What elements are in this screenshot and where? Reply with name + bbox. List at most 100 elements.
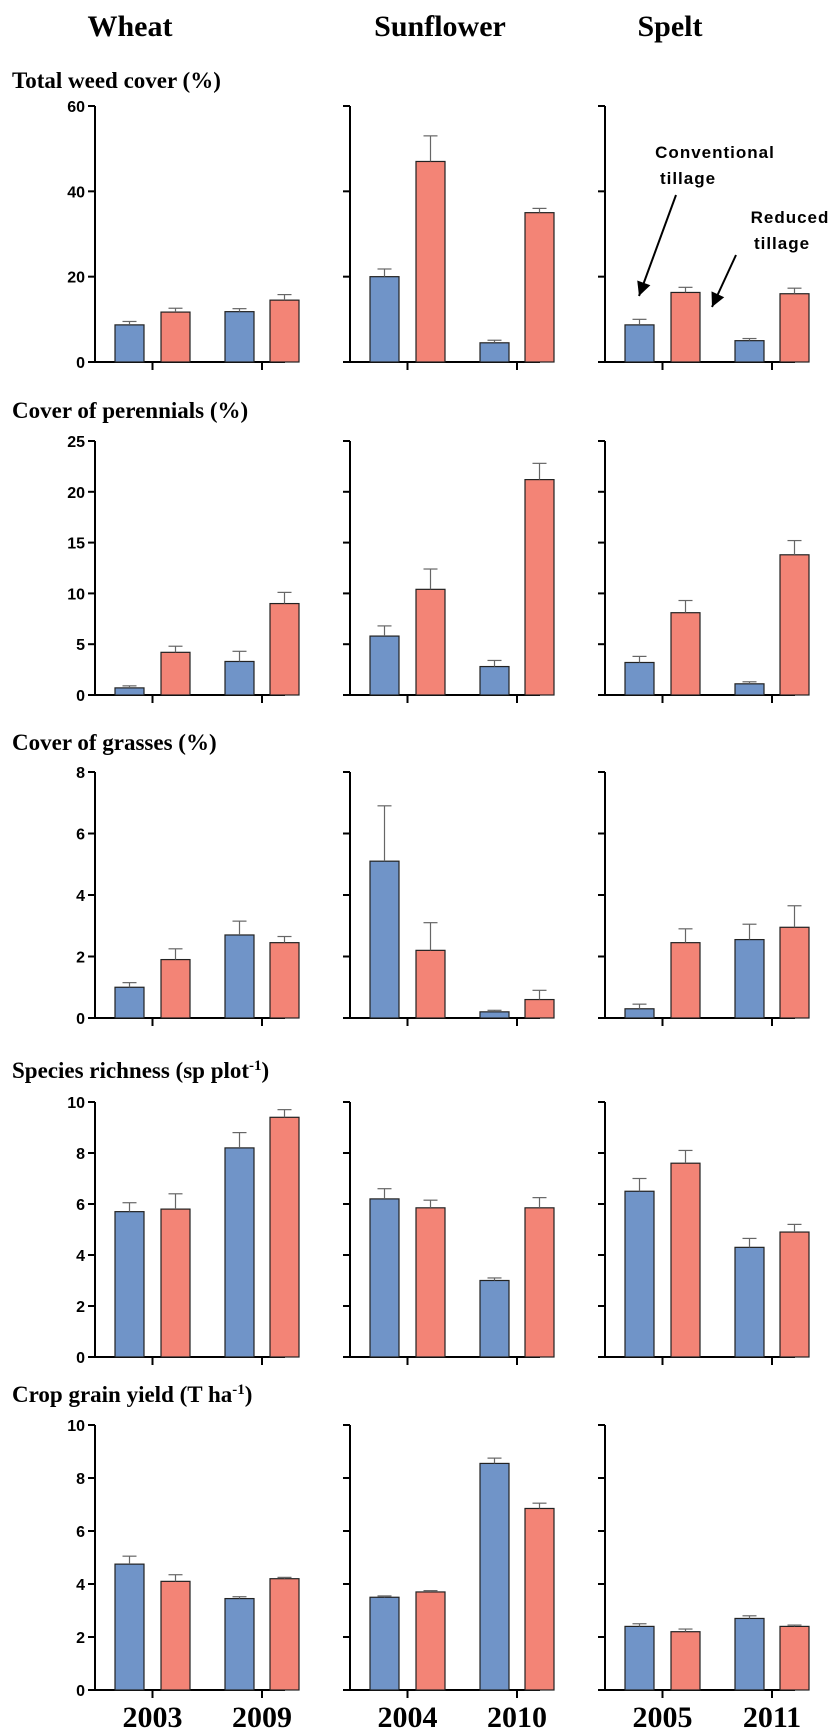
conventional-bar-2005 [624,661,655,696]
conventional-bar-2005 [624,1008,655,1019]
conventional-bar-2003 [114,1563,145,1691]
reduced-bar-2003 [160,1208,191,1358]
column-title-wheat: Wheat [88,10,173,43]
conventional-bar-2010 [479,665,510,696]
y-tick-label: 20 [67,485,85,502]
column-title-spelt: Spelt [637,10,702,43]
y-tick-label: 2 [76,950,85,967]
conventional-bar-2011 [734,340,765,363]
reduced-bar-2004 [415,1591,446,1691]
conventional-bar-2005 [624,1190,655,1358]
y-tick-label: 0 [76,1350,85,1367]
reduced-bar-2005 [670,612,701,696]
conventional-bar-2011 [734,1246,765,1358]
x-tick-label: 2011 [743,1701,801,1734]
reduced-bar-2004 [415,160,446,363]
y-tick-label: 15 [67,536,85,553]
reduced-bar-2010 [524,479,555,696]
y-tick-label: 8 [76,1146,85,1163]
conventional-bar-2010 [479,1279,510,1358]
annotation-conventional-line2: tillage [660,169,716,188]
reduced-bar-2004 [415,588,446,696]
conventional-bar-2011 [734,1617,765,1691]
conventional-bar-2011 [734,938,765,1019]
row-label: Species richness (sp plot-1) [12,1058,269,1083]
reduced-bar-2011 [779,293,810,363]
reduced-bar-2005 [670,942,701,1019]
reduced-bar-2009 [269,942,300,1019]
arrow-conventional-head [637,280,651,296]
x-tick-label: 2005 [633,1701,693,1734]
conventional-bar-2005 [624,1625,655,1691]
y-tick-label: 6 [76,1524,85,1541]
y-tick-label: 40 [67,184,85,201]
row-label: Crop grain yield (T ha-1) [12,1382,252,1407]
reduced-bar-2003 [160,311,191,363]
reduced-bar-2010 [524,1507,555,1691]
conventional-bar-2009 [224,934,255,1019]
conventional-bar-2010 [479,1462,510,1691]
y-tick-label: 25 [67,434,85,451]
y-tick-label: 0 [76,355,85,372]
conventional-bar-2003 [114,986,145,1019]
x-tick-label: 2009 [232,1701,292,1734]
reduced-bar-2011 [779,554,810,696]
reduced-bar-2003 [160,958,191,1019]
y-tick-label: 0 [76,688,85,705]
y-tick-label: 0 [76,1011,85,1028]
x-tick-label: 2010 [487,1701,547,1734]
y-tick-label: 2 [76,1630,85,1647]
y-tick-label: 2 [76,1299,85,1316]
conventional-bar-2004 [369,1198,400,1358]
y-tick-label: 10 [67,586,85,603]
x-tick-label: 2004 [378,1701,438,1734]
reduced-bar-2009 [269,602,300,696]
annotation-conventional-line1: Conventional [655,143,775,162]
conventional-bar-2003 [114,1211,145,1358]
conventional-bar-2010 [479,1011,510,1019]
reduced-bar-2004 [415,949,446,1019]
reduced-bar-2004 [415,1207,446,1358]
reduced-bar-2005 [670,291,701,363]
reduced-bar-2005 [670,1631,701,1691]
conventional-bar-2004 [369,635,400,696]
conventional-bar-2009 [224,311,255,363]
conventional-bar-2011 [734,683,765,696]
reduced-bar-2003 [160,651,191,696]
conventional-bar-2009 [224,1597,255,1691]
reduced-bar-2009 [269,1116,300,1358]
arrow-conventional [638,194,677,297]
conventional-bar-2009 [224,660,255,696]
conventional-bar-2003 [114,687,145,696]
conventional-bar-2005 [624,324,655,363]
column-title-sunflower: Sunflower [374,10,506,43]
reduced-bar-2011 [779,1231,810,1358]
y-tick-label: 4 [76,1577,85,1594]
y-tick-label: 5 [76,637,85,654]
reduced-bar-2010 [524,212,555,363]
y-tick-label: 4 [76,1248,85,1265]
y-tick-label: 6 [76,827,85,844]
arrow-reduced-head [711,291,725,307]
reduced-bar-2009 [269,299,300,363]
row-label: Total weed cover (%) [12,68,221,93]
conventional-bar-2004 [369,860,400,1019]
y-tick-label: 10 [67,1418,85,1435]
reduced-bar-2011 [779,926,810,1019]
reduced-bar-2010 [524,998,555,1019]
conventional-bar-2003 [114,324,145,363]
y-tick-label: 0 [76,1683,85,1700]
y-tick-label: 8 [76,1471,85,1488]
y-tick-label: 20 [67,270,85,287]
conventional-bar-2004 [369,276,400,363]
y-tick-label: 10 [67,1095,85,1112]
reduced-bar-2003 [160,1580,191,1691]
conventional-bar-2004 [369,1596,400,1691]
y-tick-label: 4 [76,888,85,905]
reduced-bar-2009 [269,1578,300,1691]
y-tick-label: 8 [76,765,85,782]
y-tick-label: 6 [76,1197,85,1214]
reduced-bar-2010 [524,1207,555,1358]
annotation-reduced-line1: Reduced [751,208,830,227]
